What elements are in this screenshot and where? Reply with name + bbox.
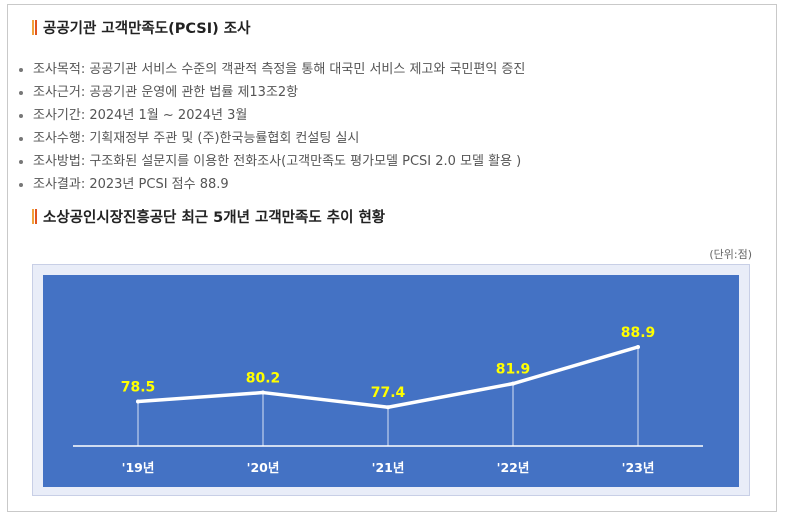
- chart-container: 78.5 '19년 80.2 '20년 77.4 '21년 81.9 '22년 88.9 '23년: [32, 264, 750, 496]
- x-tick-label: '19년: [122, 460, 155, 475]
- data-point: [511, 381, 515, 386]
- data-label: 80.2: [246, 371, 281, 387]
- info-item-result: 조사결과: 2023년 PCSI 점수 88.9: [18, 173, 525, 196]
- section-title-pcsi: 공공기관 고객만족도(PCSI) 조사: [32, 17, 250, 38]
- data-label: 81.9: [496, 362, 531, 378]
- data-label: 77.4: [371, 385, 406, 401]
- section-title-text: 공공기관 고객만족도(PCSI) 조사: [43, 21, 251, 37]
- title-marker-icon: [32, 20, 37, 35]
- x-tick-label: '21년: [372, 460, 405, 475]
- info-item-period: 조사기간: 2024년 1월 ~ 2024년 3월: [18, 104, 525, 127]
- info-item-executor: 조사수행: 기획재정부 주관 및 (주)한국능률협회 컨설팅 실시: [18, 127, 525, 150]
- data-point: [261, 390, 265, 395]
- data-point: [386, 405, 390, 410]
- title-marker-icon: [32, 209, 37, 224]
- data-label: 78.5: [121, 379, 156, 395]
- info-item-method: 조사방법: 구조화된 설문지를 이용한 전화조사(고객만족도 평가모델 PCSI…: [18, 150, 525, 173]
- plot-background: [43, 275, 739, 487]
- chart-section-title: 소상공인시장진흥공단 최근 5개년 고객만족도 추이 현황: [43, 210, 386, 226]
- section-title-trend: 소상공인시장진흥공단 최근 5개년 고객만족도 추이 현황: [32, 206, 385, 227]
- data-point: [636, 344, 640, 349]
- x-tick-label: '20년: [247, 460, 280, 475]
- data-point: [136, 399, 140, 404]
- info-item-basis: 조사근거: 공공기관 운영에 관한 법률 제13조2항: [18, 81, 525, 104]
- line-chart: 78.5 '19년 80.2 '20년 77.4 '21년 81.9 '22년 88.9 '23년: [43, 275, 739, 487]
- info-item-purpose: 조사목적: 공공기관 서비스 수준의 객관적 측정을 통해 대국민 서비스 제고…: [18, 58, 525, 81]
- x-tick-label: '22년: [497, 460, 530, 475]
- data-label: 88.9: [621, 325, 656, 341]
- x-tick-label: '23년: [622, 460, 655, 475]
- chart-unit-label: (단위:점): [709, 248, 752, 261]
- survey-info-list: 조사목적: 공공기관 서비스 수준의 객관적 측정을 통해 대국민 서비스 제고…: [18, 58, 525, 196]
